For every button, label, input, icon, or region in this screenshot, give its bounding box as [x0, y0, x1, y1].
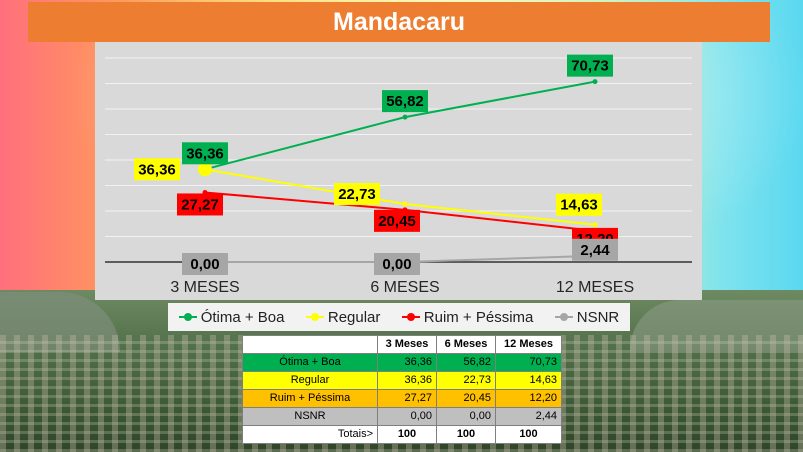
table-cell: 20,45: [436, 389, 496, 408]
table-cell: 2,44: [495, 407, 562, 426]
table-header-empty: [242, 335, 378, 354]
table-header-cell: 6 Meses: [436, 335, 496, 354]
svg-text:20,45: 20,45: [378, 213, 416, 230]
data-label: 22,73: [334, 183, 380, 206]
table-row-label: Ótima + Boa: [242, 353, 378, 372]
title-banner: Mandacaru: [28, 2, 770, 42]
table-cell: 22,73: [436, 371, 496, 390]
table-cell: 12,20: [495, 389, 562, 408]
table-total-cell: 100: [495, 425, 562, 444]
table-row: Ruim + Péssima 27,27 20,45 12,20: [242, 389, 562, 408]
background-hill-right: [630, 300, 803, 350]
table-row-label: Regular: [242, 371, 378, 390]
data-point: [402, 201, 408, 207]
data-table: 3 Meses 6 Meses 12 Meses Ótima + Boa 36,36 5…: [242, 335, 562, 444]
svg-text:27,27: 27,27: [181, 196, 219, 213]
data-label: 0,00: [374, 253, 420, 275]
x-tick-label: 12 MESES: [556, 279, 634, 296]
data-label: 70,73: [567, 54, 613, 77]
table-row: Ótima + Boa 36,36 56,82 70,73: [242, 353, 562, 372]
x-tick-label: 6 MESES: [370, 279, 439, 296]
table-row-label: NSNR: [242, 407, 378, 426]
svg-text:36,36: 36,36: [138, 161, 176, 178]
table-total-cell: 100: [436, 425, 496, 444]
svg-text:0,00: 0,00: [190, 256, 219, 273]
table-cell: 14,63: [495, 371, 562, 390]
table-totals-label: Totais>: [242, 425, 378, 444]
legend-item: Ruim + Péssima: [401, 308, 534, 326]
legend-marker-icon: [401, 312, 420, 322]
svg-text:36,36: 36,36: [186, 145, 224, 162]
table-total-cell: 100: [377, 425, 437, 444]
data-label: 2,44: [572, 238, 618, 261]
legend-label: Regular: [327, 308, 381, 326]
table-row-label: Ruim + Péssima: [242, 389, 378, 408]
svg-text:22,73: 22,73: [338, 186, 376, 203]
data-point: [592, 222, 598, 228]
legend-item: Ótima + Boa: [178, 308, 285, 326]
data-label: 36,36: [182, 142, 228, 165]
table-cell: 56,82: [436, 353, 496, 372]
table-cell: 70,73: [495, 353, 562, 372]
legend-marker-icon: [554, 312, 573, 322]
data-label: 27,27: [177, 193, 223, 216]
data-point: [592, 79, 598, 85]
table-cell: 36,36: [377, 371, 437, 390]
table-cell: 36,36: [377, 353, 437, 372]
legend-marker-icon: [178, 312, 197, 322]
legend-label: NSNR: [576, 308, 620, 326]
table-row: NSNR 0,00 0,00 2,44: [242, 407, 562, 426]
legend-item: Regular: [305, 308, 381, 326]
legend-marker-icon: [305, 312, 324, 322]
data-label: 20,45: [374, 209, 420, 232]
x-axis-tick-labels: 3 MESES 6 MESES 12 MESES: [170, 279, 634, 296]
svg-text:0,00: 0,00: [382, 256, 411, 273]
data-label: 56,82: [382, 90, 428, 113]
legend-label: Ruim + Péssima: [423, 308, 534, 326]
table-cell: 27,27: [377, 389, 437, 408]
table-cell: 0,00: [377, 407, 437, 426]
chart-data-labels: 36,36 56,82 70,73 36,36 22,73 14,63 27,27 20,45…: [134, 54, 618, 275]
data-label: 36,36: [134, 158, 180, 181]
svg-text:2,44: 2,44: [580, 242, 610, 259]
legend-item: NSNR: [554, 308, 620, 326]
table-row: Regular 36,36 22,73 14,63: [242, 371, 562, 390]
svg-text:70,73: 70,73: [571, 58, 609, 75]
chart-legend: Ótima + Boa Regular Ruim + Péssima NSNR: [168, 303, 630, 331]
data-point-highlight: [198, 162, 212, 177]
table-header-cell: 12 Meses: [495, 335, 562, 354]
data-label: 14,63: [556, 193, 602, 216]
data-label: 0,00: [182, 253, 228, 275]
table-cell: 0,00: [436, 407, 496, 426]
svg-text:14,63: 14,63: [560, 197, 598, 214]
svg-text:56,82: 56,82: [386, 93, 424, 110]
legend-label: Ótima + Boa: [200, 308, 285, 326]
table-header-row: 3 Meses 6 Meses 12 Meses: [242, 335, 562, 354]
page-title: Mandacaru: [333, 7, 465, 36]
table-totals-row: Totais> 100 100 100: [242, 425, 562, 444]
table-header-cell: 3 Meses: [377, 335, 437, 354]
data-point: [402, 114, 408, 120]
x-tick-label: 3 MESES: [170, 279, 239, 296]
